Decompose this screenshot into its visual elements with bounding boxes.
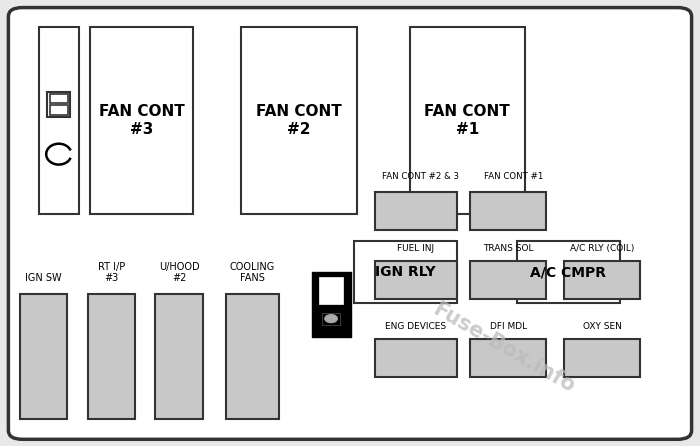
Bar: [38, 27, 79, 214]
Text: U/HOOD
#2: U/HOOD #2: [159, 262, 200, 283]
Text: OXY SEN: OXY SEN: [582, 322, 622, 331]
Text: TRANS SOL: TRANS SOL: [483, 244, 533, 253]
FancyBboxPatch shape: [8, 8, 692, 439]
Bar: [322, 313, 340, 325]
Bar: [564, 261, 640, 299]
Text: ENG DEVICES: ENG DEVICES: [385, 322, 447, 331]
Circle shape: [325, 314, 337, 322]
Text: FAN CONT #1: FAN CONT #1: [484, 172, 544, 181]
Bar: [517, 241, 620, 303]
Bar: [410, 27, 525, 214]
Text: COOLING
FANS: COOLING FANS: [230, 262, 275, 283]
Text: Fuse-Box.info: Fuse-Box.info: [429, 299, 579, 396]
Text: DFI MDL: DFI MDL: [489, 322, 527, 331]
Text: RT I/P
#3: RT I/P #3: [98, 262, 125, 283]
Bar: [88, 294, 135, 419]
Bar: [470, 192, 546, 230]
Bar: [470, 261, 546, 299]
Bar: [374, 261, 457, 299]
Text: FAN CONT
#2: FAN CONT #2: [256, 104, 342, 136]
Bar: [241, 27, 357, 214]
Text: A/C RLY (COIL): A/C RLY (COIL): [570, 244, 634, 253]
Text: FUEL INJ: FUEL INJ: [397, 244, 435, 253]
Bar: [374, 339, 457, 377]
Text: IGN SW: IGN SW: [25, 273, 62, 283]
Text: FAN CONT
#1: FAN CONT #1: [424, 104, 510, 136]
Bar: [90, 27, 193, 214]
Text: FAN CONT
#3: FAN CONT #3: [99, 104, 184, 136]
Bar: [50, 105, 67, 115]
Bar: [155, 294, 203, 419]
Text: FAN CONT #2 & 3: FAN CONT #2 & 3: [382, 172, 458, 181]
Bar: [50, 94, 67, 103]
Bar: [226, 294, 279, 419]
Bar: [354, 241, 457, 303]
Text: A/C CMPR: A/C CMPR: [531, 265, 606, 279]
Bar: [312, 272, 351, 337]
Bar: [564, 339, 640, 377]
Bar: [319, 277, 343, 305]
Bar: [48, 92, 70, 117]
Text: IGN RLY: IGN RLY: [375, 265, 435, 279]
Bar: [470, 339, 546, 377]
Bar: [20, 294, 67, 419]
Circle shape: [326, 315, 337, 322]
Bar: [374, 192, 457, 230]
